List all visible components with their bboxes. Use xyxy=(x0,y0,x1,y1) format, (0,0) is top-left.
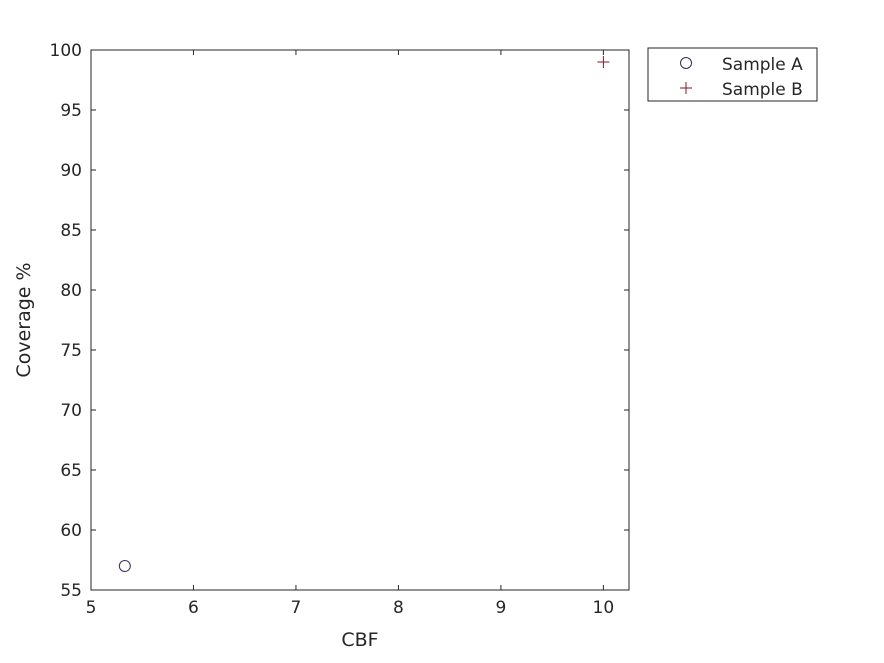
legend-label-sample-a: Sample A xyxy=(722,55,803,75)
y-tick-label: 60 xyxy=(60,521,82,541)
x-tick-label: 10 xyxy=(593,598,615,618)
y-tick-label: 70 xyxy=(60,401,82,421)
plot-area xyxy=(90,49,630,591)
legend: Sample A Sample B xyxy=(647,47,818,102)
data-point-sample-a xyxy=(118,560,131,572)
x-tick-label: 7 xyxy=(291,598,302,618)
x-axis-ticks: 5 6 7 8 9 10 xyxy=(86,50,615,618)
y-axis-ticks: 55 60 65 70 75 80 85 90 95 100 xyxy=(50,41,629,601)
y-tick-label: 85 xyxy=(60,221,82,241)
x-tick-label: 8 xyxy=(393,598,404,618)
x-tick-label: 6 xyxy=(188,598,199,618)
y-tick-label: 95 xyxy=(60,101,82,121)
x-tick-label: 9 xyxy=(495,598,506,618)
data-point-sample-b xyxy=(597,56,610,68)
legend-label-sample-b: Sample B xyxy=(722,80,803,100)
data-markers xyxy=(118,56,610,572)
y-tick-label: 80 xyxy=(60,281,82,301)
x-axis-label: CBF xyxy=(341,629,378,651)
y-tick-label: 65 xyxy=(60,461,82,481)
y-axis-label: Coverage % xyxy=(13,262,35,377)
legend-box xyxy=(647,47,818,102)
legend-marker-sample-a xyxy=(680,57,692,69)
x-tick-label: 5 xyxy=(86,598,97,618)
y-tick-label: 100 xyxy=(50,41,82,61)
y-tick-label: 75 xyxy=(60,341,82,361)
legend-marker-sample-b xyxy=(680,82,692,94)
y-tick-label: 90 xyxy=(60,161,82,181)
y-tick-label: 55 xyxy=(60,581,82,601)
